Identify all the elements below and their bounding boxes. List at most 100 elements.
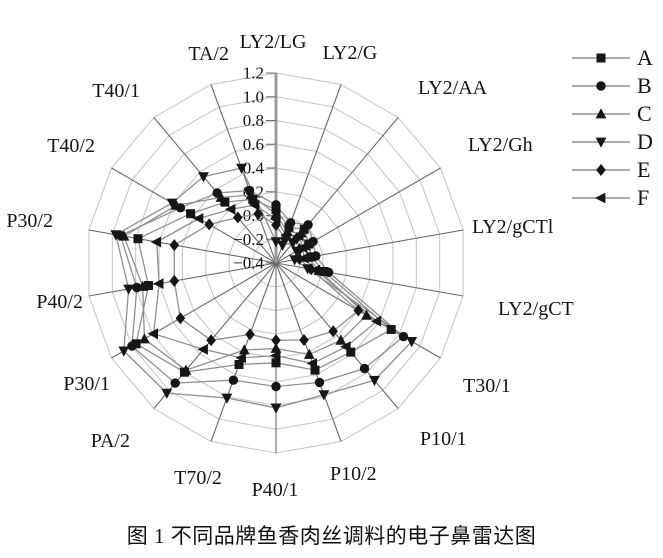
triangle-up-icon — [303, 348, 315, 359]
legend-row-C: C — [572, 101, 652, 126]
diamond-icon — [204, 218, 214, 231]
triangle-up-icon — [335, 334, 347, 345]
figure-caption: 图 1 不同品牌鱼香肉丝调料的电子鼻雷达图 — [126, 524, 537, 548]
square-icon — [284, 222, 294, 232]
square-icon — [310, 365, 320, 375]
triangle-up-icon — [215, 191, 227, 202]
triangle-left-icon — [270, 350, 281, 361]
diamond-icon — [253, 207, 263, 220]
triangle-left-icon — [298, 252, 309, 264]
circle-icon — [271, 200, 281, 210]
series-markers-B — [115, 185, 409, 392]
tick-label: −0.2 — [233, 230, 264, 249]
circle-icon — [596, 81, 606, 91]
triangle-down-icon — [110, 230, 122, 241]
triangle-left-icon — [309, 264, 321, 276]
triangle-down-icon — [123, 284, 134, 295]
category-label: LY2/Gh — [468, 134, 533, 156]
diamond-icon — [328, 325, 338, 338]
category-label: LY2/LG — [240, 31, 307, 53]
triangle-down-icon — [118, 346, 130, 357]
tick-label: 1.0 — [243, 87, 264, 106]
series-markers-F — [147, 199, 382, 369]
category-label: P10/1 — [420, 428, 467, 450]
category-label: T40/2 — [47, 135, 95, 157]
square-icon — [386, 325, 396, 334]
triangle-up-icon — [245, 189, 257, 200]
category-label: LY2/G — [323, 42, 378, 64]
triangle-up-icon — [270, 342, 282, 353]
triangle-left-icon — [595, 192, 606, 204]
diamond-icon — [175, 312, 186, 325]
category-label: PA/2 — [91, 430, 130, 452]
triangle-left-icon — [296, 242, 308, 253]
circle-icon — [311, 251, 321, 261]
category-label: LY2/gCTl — [472, 216, 554, 238]
square-icon — [133, 234, 143, 244]
legend-row-B: B — [572, 73, 652, 98]
category-label: P30/2 — [6, 210, 53, 232]
legend-label: A — [637, 45, 653, 70]
square-icon — [299, 224, 309, 234]
triangle-down-icon — [406, 337, 418, 348]
circle-icon — [303, 220, 313, 230]
circle-icon — [359, 363, 370, 374]
category-label: T70/2 — [174, 467, 222, 489]
triangle-down-icon — [369, 375, 380, 387]
triangle-left-icon — [292, 230, 304, 242]
triangle-left-icon — [225, 203, 236, 215]
diamond-icon — [169, 274, 180, 287]
diamond-icon — [233, 211, 243, 224]
legend-label: C — [637, 101, 652, 126]
legend-row-F: F — [572, 185, 649, 210]
triangle-up-icon — [137, 280, 149, 291]
legend-label: F — [637, 185, 649, 210]
square-icon — [306, 252, 316, 262]
triangle-left-icon — [147, 328, 158, 340]
category-label: P10/2 — [330, 463, 377, 485]
diamond-icon — [206, 334, 216, 347]
square-icon — [346, 347, 356, 357]
legend-label: B — [637, 73, 652, 98]
legend-label: E — [637, 157, 650, 182]
triangle-left-icon — [370, 315, 382, 327]
diamond-icon — [306, 263, 316, 276]
category-label: LY2/AA — [418, 77, 488, 99]
triangle-left-icon — [197, 344, 208, 355]
category-label: P30/1 — [63, 373, 110, 395]
legend-label: D — [637, 129, 653, 154]
triangle-down-icon — [221, 393, 233, 404]
triangle-up-icon — [118, 230, 130, 241]
circle-icon — [170, 378, 180, 388]
triangle-down-icon — [270, 403, 282, 414]
legend-row-A: A — [572, 45, 653, 70]
triangle-up-icon — [361, 309, 372, 320]
triangle-left-icon — [306, 358, 317, 369]
diamond-icon — [245, 328, 255, 341]
triangle-up-icon — [238, 344, 250, 355]
triangle-down-icon — [595, 137, 607, 148]
triangle-down-icon — [236, 163, 247, 174]
triangle-left-icon — [248, 199, 260, 211]
square-icon — [234, 360, 244, 369]
circle-icon — [127, 341, 137, 351]
triangle-down-icon — [166, 198, 178, 209]
category-label: P40/2 — [36, 291, 83, 313]
square-icon — [220, 197, 230, 207]
category-label: T30/1 — [463, 375, 511, 397]
tick-label: −0.4 — [233, 254, 264, 273]
triangle-down-icon — [198, 172, 209, 183]
diamond-icon — [596, 164, 606, 176]
circle-icon — [314, 377, 325, 388]
legend-row-E: E — [572, 157, 650, 182]
category-label: T40/1 — [92, 80, 140, 102]
circle-icon — [398, 331, 409, 342]
square-icon — [304, 239, 314, 249]
series-markers — [110, 163, 418, 414]
diamond-icon — [294, 252, 305, 265]
tick-label: 1.2 — [243, 64, 264, 83]
circle-icon — [271, 381, 281, 392]
